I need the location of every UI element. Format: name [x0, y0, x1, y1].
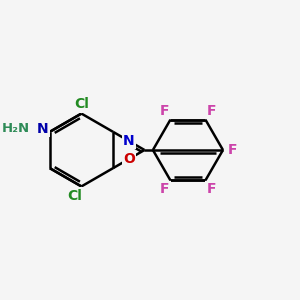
Text: F: F: [228, 143, 238, 157]
Text: F: F: [160, 103, 170, 118]
Text: F: F: [206, 103, 216, 118]
Text: F: F: [160, 182, 170, 197]
Text: Cl: Cl: [74, 98, 89, 112]
Text: Cl: Cl: [67, 188, 82, 203]
Text: F: F: [206, 182, 216, 197]
Text: H₂N: H₂N: [2, 122, 30, 136]
Text: N: N: [37, 122, 49, 136]
Text: O: O: [123, 152, 135, 166]
Text: H: H: [19, 122, 30, 136]
Text: N: N: [123, 134, 134, 148]
